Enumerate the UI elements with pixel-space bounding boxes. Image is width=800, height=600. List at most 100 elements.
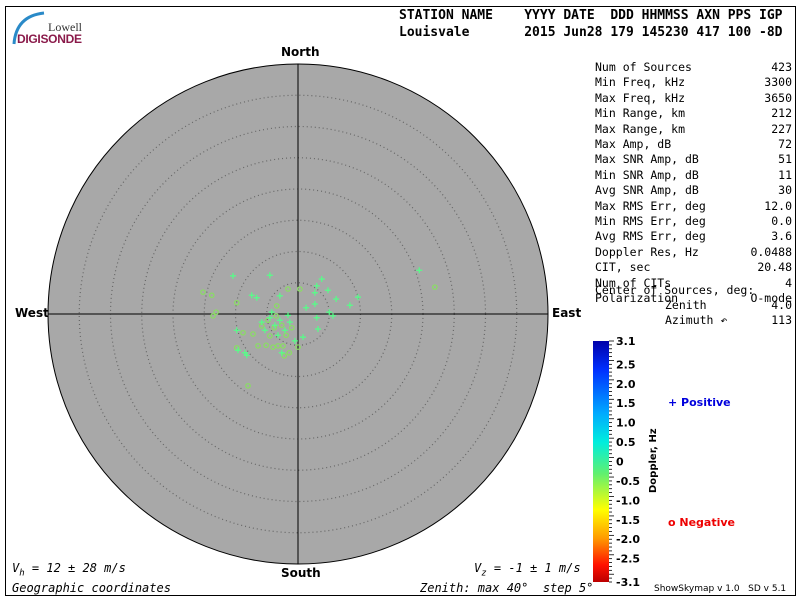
stat-label: Min SNR Amp, dB: [595, 167, 699, 182]
stat-row: Doppler Res, Hz 0.0488: [595, 245, 792, 260]
positive-source-point: [333, 296, 340, 302]
vh-readout: Vh = 12 ± 28 m/s: [12, 561, 126, 578]
colorbar-tick-label: -1.5: [616, 514, 640, 527]
stat-row: Max SNR Amp, dB 51: [595, 152, 792, 167]
colorbar-label: Doppler, Hz: [648, 428, 659, 493]
negative-source-point: [213, 309, 219, 315]
azimuth-label: Azimuth ↶: [665, 313, 728, 327]
vh-subscript: h: [19, 568, 25, 579]
stat-value: 30: [778, 183, 792, 198]
stat-value: 227: [771, 121, 792, 136]
zenith-info: Zenith: max 40° step 5°: [420, 581, 594, 595]
colorbar-tick-label: 1.0: [616, 417, 636, 430]
stat-label: Avg RMS Err, deg: [595, 229, 706, 244]
negative-source-point: [250, 331, 256, 337]
stat-value: O-mode: [750, 291, 792, 306]
colorbar-tick-label: 0: [616, 456, 624, 469]
stat-value: 3300: [764, 75, 792, 90]
stat-label: Min Range, km: [595, 106, 686, 121]
stat-value: 51: [778, 152, 792, 167]
plot-frame: [5, 6, 796, 596]
positive-source-point: [278, 349, 285, 356]
negative-source-point: [275, 343, 281, 349]
stat-value: 423: [771, 60, 792, 74]
stat-row: Min Freq, kHz 3300: [595, 75, 792, 90]
colorbar-tick-label: 1.5: [616, 397, 636, 410]
stat-label: Max Freq, kHz: [595, 90, 686, 105]
colorbar-tick-label: -0.5: [616, 475, 640, 488]
positive-source-point: [315, 326, 321, 332]
vh-symbol: V: [12, 561, 20, 575]
stat-row: Max Amp, dB 72: [595, 137, 792, 152]
azimuth-value: 113: [771, 313, 792, 327]
negative-source-point: [288, 324, 295, 331]
negative-source-point: [281, 353, 288, 359]
stats-panel: Num of Sources 423 Min Freq, kHz 3300 Max Fr…: [595, 60, 792, 307]
positive-source-point: [416, 267, 423, 274]
vz-value: = -1 ± 1 m/s: [493, 561, 581, 575]
positive-source-point: [281, 327, 288, 334]
stat-label: CIT, sec: [595, 260, 651, 275]
stat-row: Avg RMS Err, deg 3.6: [595, 229, 792, 244]
negative-source-point: [278, 322, 285, 329]
stat-label: Min Freq, kHz: [595, 75, 686, 90]
positive-source-point: [325, 287, 331, 294]
label-west: West: [15, 306, 49, 320]
center-zenith: Zenith 4.0: [665, 298, 792, 312]
colorbar-tick-label: -3.1: [616, 576, 640, 589]
positive-source-point: [276, 292, 283, 299]
positive-source-point: [313, 314, 320, 321]
vz-subscript: z: [481, 568, 487, 579]
stat-value: 72: [778, 137, 792, 152]
colorbar-tick-label: 3.1: [616, 335, 636, 348]
positive-source-point: [248, 292, 255, 299]
positive-source-point: [291, 337, 298, 344]
header-values: Louisvale 2015 Jun28 179 145230 417 100 …: [399, 25, 783, 40]
positive-source-point: [311, 301, 318, 307]
coords-label: Geographic coordinates: [12, 581, 171, 595]
center-azimuth: Azimuth ↶ 113: [665, 313, 792, 327]
label-south: South: [281, 566, 321, 580]
colorbar-tick-label: -2.0: [616, 533, 640, 546]
logo-digisonde: DIGISONDE: [17, 32, 82, 46]
colorbar-tick-label: -2.5: [616, 553, 640, 566]
negative-source-point: [273, 303, 280, 309]
positive-source-point: [303, 304, 310, 311]
stat-row: Num of CITs 4: [595, 276, 792, 291]
stat-value: 11: [778, 167, 792, 182]
colorbar-tick-label: 0.5: [616, 436, 636, 449]
stat-value: 212: [771, 106, 792, 121]
header-labels: STATION NAME YYYY DATE DDD HHMMSS AXN PP…: [399, 8, 783, 23]
positive-source-point: [313, 282, 320, 289]
positive-source-point: [271, 322, 278, 329]
legend-negative-label: Negative: [679, 516, 736, 529]
stat-value: 0.0: [771, 214, 792, 229]
positive-source-point: [258, 319, 265, 326]
stat-row: CIT, sec 20.48: [595, 260, 792, 275]
colorbar-tick-label: 2.0: [616, 378, 636, 391]
label-east: East: [552, 306, 582, 320]
positive-source-point: [261, 327, 268, 334]
negative-source-point: [208, 292, 215, 299]
positive-source-point: [275, 332, 281, 339]
colorbar-tick-label: -1.0: [616, 494, 640, 507]
stat-label: Avg SNR Amp, dB: [595, 183, 699, 198]
stat-label: Max Amp, dB: [595, 137, 672, 152]
positive-source-point: [346, 302, 353, 309]
negative-source-point: [286, 349, 293, 356]
stat-row: Min Range, km 212: [595, 106, 792, 121]
stat-row: Max Range, km 227: [595, 122, 792, 137]
positive-source-point: [286, 319, 293, 326]
negative-source-point: [432, 284, 438, 290]
plus-icon: +: [668, 396, 682, 409]
legend-negative: o Negative: [668, 516, 735, 529]
positive-source-point: [355, 294, 361, 301]
positive-source-point: [318, 276, 325, 282]
negative-source-point: [240, 329, 246, 336]
positive-source-point: [266, 272, 273, 279]
positive-source-point: [268, 309, 275, 316]
vh-value: = 12 ± 28 m/s: [31, 561, 126, 575]
logo-arc-icon: [12, 11, 45, 45]
logo-lowell: Lowell: [48, 20, 82, 34]
negative-source-point: [280, 343, 286, 349]
